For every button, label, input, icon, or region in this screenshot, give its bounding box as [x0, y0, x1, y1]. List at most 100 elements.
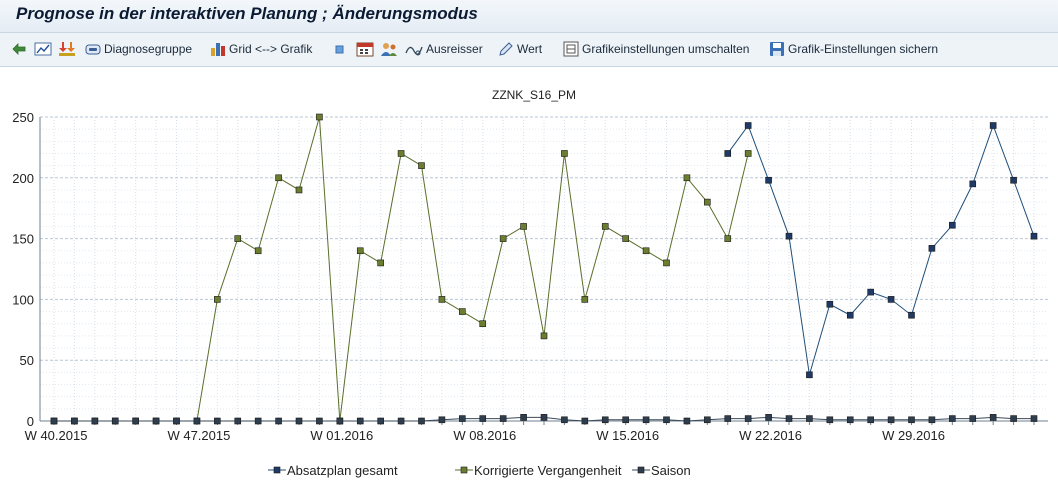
- data-point: [806, 371, 813, 379]
- line-chart-icon: [34, 42, 52, 56]
- data-point: [928, 245, 936, 252]
- forecast-chart: 0 50 100 150 200 250 W 40.2015 W 47.2015 W 01.20…: [12, 88, 1048, 478]
- data-point: [1030, 232, 1038, 240]
- data-point: [234, 235, 242, 242]
- data-point: [642, 416, 650, 424]
- outlier-label: Ausreisser: [426, 42, 483, 56]
- data-point: [785, 415, 793, 422]
- data-point: [479, 320, 487, 328]
- merge-button[interactable]: [58, 39, 76, 59]
- data-point: [316, 417, 323, 425]
- outlier-icon: [405, 46, 423, 56]
- data-point: [295, 417, 303, 425]
- data-point: [683, 417, 691, 425]
- data-point: [561, 150, 568, 157]
- calendar-icon: [356, 42, 374, 57]
- title-bar: Prognose in der interaktiven Planung ; Ä…: [0, 0, 1058, 33]
- legend-label: Absatzplan gesamt: [287, 463, 398, 478]
- x-tick-label: W 15.2016: [596, 428, 659, 443]
- data-point: [989, 122, 997, 129]
- data-point: [622, 416, 629, 424]
- x-tick-label: W 22.2016: [739, 428, 802, 443]
- people-button[interactable]: [380, 39, 398, 59]
- legend-label: Korrigierte Vergangenheit: [474, 463, 622, 478]
- data-point: [908, 416, 915, 424]
- y-tick-label: 50: [20, 353, 34, 368]
- series-line: [727, 124, 1035, 375]
- data-point: [397, 150, 405, 157]
- data-point: [418, 417, 425, 425]
- value-button[interactable]: Wert: [498, 39, 542, 59]
- data-point: [949, 415, 956, 422]
- data-point: [459, 308, 466, 315]
- data-point: [581, 417, 589, 425]
- back-button[interactable]: [10, 39, 28, 59]
- data-point: [1030, 415, 1038, 422]
- y-tick-label: 100: [12, 292, 34, 307]
- small-square-icon: [335, 45, 344, 54]
- grid-graphic-toggle-button[interactable]: Grid <--> Grafik: [210, 39, 312, 59]
- diagnosis-group-icon: [85, 44, 101, 55]
- data-point: [785, 232, 793, 240]
- data-point: [908, 311, 915, 319]
- data-point: [846, 311, 854, 319]
- plot-background: [40, 117, 1048, 421]
- data-point: [744, 122, 752, 129]
- data-point: [71, 417, 78, 425]
- data-point: [969, 415, 977, 422]
- data-point: [846, 416, 854, 424]
- data-point: [356, 417, 364, 425]
- outlier-button[interactable]: Ausreisser: [405, 39, 483, 59]
- data-point: [418, 162, 425, 169]
- grid-graphic-label: Grid <--> Grafik: [229, 42, 313, 56]
- window-title: Prognose in der interaktiven Planung ; Ä…: [16, 4, 478, 23]
- data-point: [234, 417, 242, 425]
- bar-chart-icon: [211, 43, 225, 56]
- data-point: [826, 416, 834, 424]
- data-point: [887, 296, 895, 303]
- x-tick-label: W 29.2016: [882, 428, 945, 443]
- calendar-button[interactable]: [356, 39, 374, 59]
- data-point: [377, 417, 384, 425]
- data-point: [336, 417, 344, 425]
- data-point: [867, 416, 874, 424]
- diagnose-group-label: Diagnosegruppe: [104, 42, 193, 56]
- data-point: [724, 235, 732, 242]
- data-point: [459, 415, 466, 422]
- toggle-graphic-settings-button[interactable]: Grafikeinstellungen umschalten: [563, 39, 749, 59]
- data-point: [806, 415, 813, 422]
- legend-marker: [637, 466, 645, 474]
- data-point: [397, 417, 405, 425]
- legend-marker: [460, 466, 468, 474]
- data-point: [132, 417, 139, 425]
- data-point: [193, 417, 201, 425]
- data-point: [867, 288, 874, 296]
- y-tick-label: 200: [12, 171, 34, 186]
- data-point: [887, 416, 895, 424]
- legend-marker: [273, 466, 281, 474]
- x-tick-label: W 08.2016: [453, 428, 516, 443]
- save-graphic-settings-button[interactable]: Grafik-Einstellungen sichern: [769, 39, 938, 59]
- data-point: [1010, 415, 1017, 422]
- chart-title: ZZNK_S16_PM: [492, 88, 576, 102]
- data-point: [275, 174, 282, 182]
- data-point: [663, 416, 670, 424]
- square-button[interactable]: [333, 39, 345, 59]
- back-arrow-icon: [12, 43, 26, 55]
- data-point: [356, 247, 364, 255]
- toggle-graphic-settings-label: Grafikeinstellungen umschalten: [582, 42, 750, 56]
- data-point: [520, 223, 527, 230]
- data-point: [438, 416, 446, 424]
- settings-toggle-icon: [563, 41, 579, 57]
- data-point: [540, 332, 548, 340]
- data-point: [826, 300, 834, 308]
- save-graphic-settings-label: Grafik-Einstellungen sichern: [788, 42, 939, 56]
- data-point: [152, 417, 160, 425]
- data-point: [663, 259, 670, 267]
- line-chart-button[interactable]: [34, 39, 52, 59]
- data-point: [561, 416, 568, 424]
- diagnose-group-button[interactable]: Diagnosegruppe: [85, 39, 192, 59]
- data-point: [91, 417, 99, 425]
- data-point: [295, 186, 303, 194]
- data-point: [969, 180, 977, 188]
